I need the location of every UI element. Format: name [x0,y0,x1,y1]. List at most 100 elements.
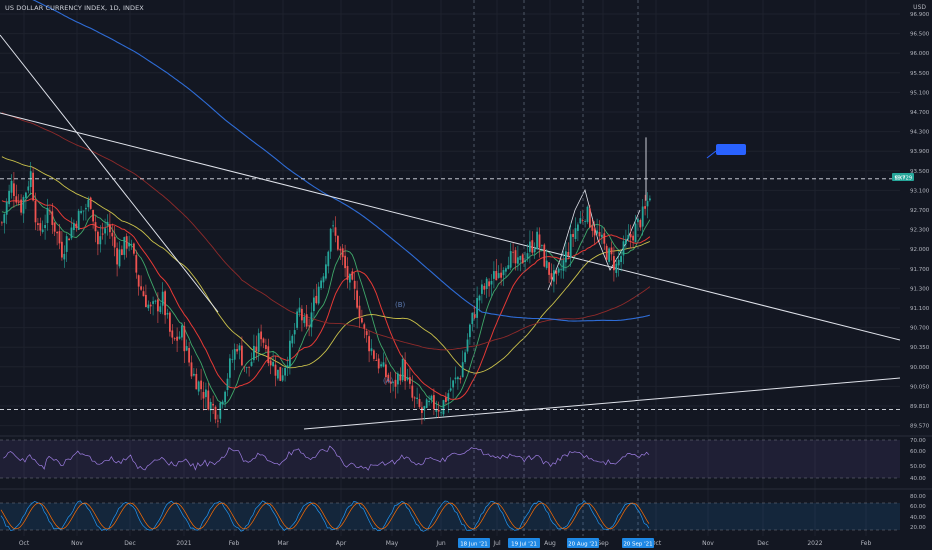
candle-body [121,249,123,255]
candle-body [293,330,296,335]
rsi-line [3,445,650,471]
candle-body [447,393,450,401]
candle-body [200,380,202,390]
candle-body [603,233,606,244]
candle-body [219,402,222,419]
candle-body [418,399,421,407]
candle-body [440,412,442,414]
stoch-d-line [0,502,650,530]
steep-trendline[interactable] [0,34,219,313]
candle-body [337,235,339,250]
candle-body [541,245,543,247]
candle-body [207,390,210,410]
candle-body [149,304,152,307]
candle-body [317,286,320,304]
candle-body [248,366,250,368]
time-tick-label: Apr [336,540,347,547]
candle-body [253,345,255,361]
time-tick-label: Mar [277,540,289,547]
price-tick-label: 96.000 [910,51,930,57]
ascending-trendline[interactable] [303,377,901,430]
candle-body [425,399,428,408]
time-tick-label: Oct [651,540,662,547]
price-tick-label: 90.700 [910,326,930,332]
price-axis[interactable]: 96.900 96.500 96.000 95.500 95.100 94.700 94.3… [910,12,930,430]
candle-body [214,406,217,420]
candle-body [152,301,154,304]
trend-lines[interactable] [0,34,901,430]
candle-body [533,248,536,253]
candle-body [497,273,500,278]
rsi-tick-label: 60.00 [910,449,926,455]
candle-body [519,255,522,260]
candle-body [579,218,582,224]
candle-body [627,234,630,239]
candle-body [361,317,363,323]
candle-body [397,373,399,385]
candle-body [65,236,68,252]
date-marker-label: 20 Sep '21 [623,542,652,548]
candle-body [632,235,634,241]
pattern-lines[interactable] [547,188,641,291]
price-tick-label: 94.300 [910,130,930,136]
candle-body [272,361,274,366]
rsi-band [0,440,900,478]
time-axis[interactable]: Oct Nov Dec 2021 Feb Mar Apr May Jun Jul Aug Sep Oct… [19,538,872,548]
currency-label: USD [913,4,926,11]
descending-trendline[interactable] [0,112,901,341]
time-tick-label: Dec [757,540,769,547]
date-marker-label: 20 Aug '21 [568,542,598,548]
candle-body [274,364,277,376]
candle-body [104,228,106,234]
stoch-band [0,503,900,530]
ma-line-100 [1,112,651,351]
current-price-value: 93.729 [895,176,913,182]
time-tick-label: 2022 [807,540,822,547]
candle-body [97,231,99,245]
candle-body [469,324,471,338]
candle-body [555,270,558,275]
candle-body [130,243,133,245]
candle-body [356,290,358,308]
candle-body [334,227,337,236]
candle-body [437,409,440,412]
candle-body [183,326,186,352]
ma-line-50 [1,156,651,374]
candle-body [502,270,505,276]
candle-body [368,336,370,352]
candle-body [358,305,361,319]
candle-body [15,196,18,203]
candle-body [380,364,382,367]
time-tick-label: Nov [702,540,714,547]
candle-body [20,199,22,213]
candle-body [185,346,188,351]
candle-body [51,211,54,225]
candle-body [142,291,145,297]
candle-body [634,223,637,243]
price-tick-label: 89.570 [910,424,930,430]
candle-body [505,268,507,272]
candle-body [135,255,138,273]
date-marker-label: 18 Jun '21 [460,542,488,548]
candle-body [562,260,565,271]
candle-body [39,223,42,231]
candle-body [5,201,8,215]
candle-body [512,251,514,253]
time-tick-label: Feb [229,540,240,547]
candle-body [166,312,169,315]
candle-body [346,266,349,280]
date-marker-tag [567,538,599,548]
price-tick-label: 96.500 [910,32,930,38]
alert-price-tag[interactable] [706,144,746,159]
candle-body [53,222,56,232]
candle-body [452,380,454,388]
candle-body [370,348,373,352]
candle-body [483,285,486,290]
candle-body [584,220,586,222]
horizontal-levels[interactable] [0,178,900,410]
candle-body [224,391,226,403]
candle-body [140,286,142,290]
candle-body [382,362,385,367]
